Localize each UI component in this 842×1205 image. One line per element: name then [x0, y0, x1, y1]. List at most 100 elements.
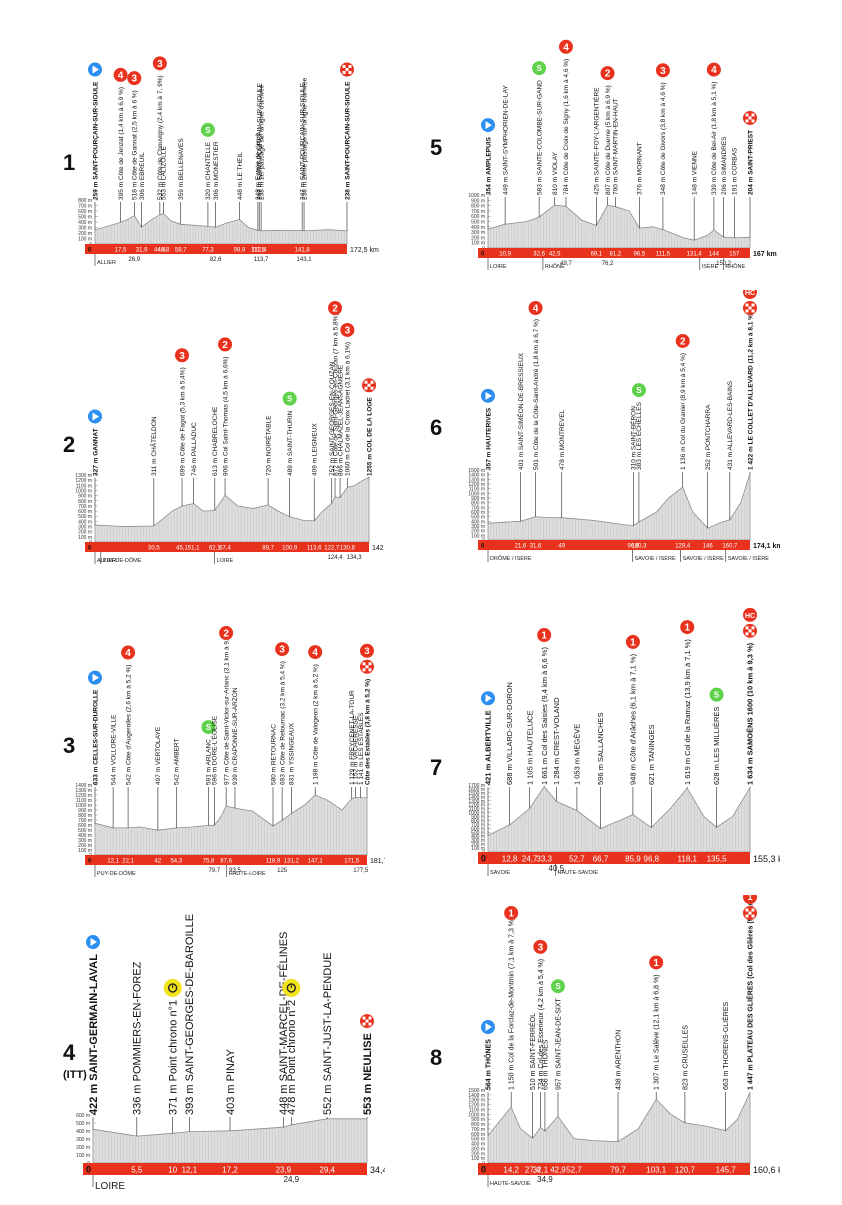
waypoint-label: 489 m SAINT-THURIN [287, 410, 294, 476]
finish-checker-square [745, 309, 749, 313]
region-label: RHÔNE [725, 263, 745, 270]
y-axis-tick-label: 800 m [78, 813, 92, 819]
finish-checker-square [745, 119, 749, 123]
waypoint-label: 306 m MONESTIER [213, 141, 220, 200]
y-axis-tick-label: 300 m [471, 524, 485, 530]
y-axis-tick-label: 1200 m [468, 482, 485, 488]
region-label: RHÔNE [545, 263, 565, 270]
km-marker-label: 125 [277, 868, 288, 874]
y-axis-tick-label: 200 m [471, 842, 485, 848]
y-axis-tick-label: 1500 m [468, 468, 485, 474]
waypoint-label: 247 m SAINT-POURÇAIN-SUR-SIOULE [256, 82, 263, 200]
waypoint-label: 596 m SALLANCHES [596, 712, 605, 785]
climb-category-label: 1 [653, 958, 659, 969]
climb-category-label: 1 [541, 631, 547, 642]
finish-checker-square [748, 629, 752, 633]
km-marker-label: 58,7 [175, 248, 187, 254]
waypoint-label: 401 m SAINT-SIMÉON-DE-BRESSIEUX [516, 352, 525, 470]
climb-category-label: 1 [747, 895, 752, 902]
finish-checker-square [751, 309, 755, 313]
region-label: LOIRE [95, 1181, 125, 1192]
waypoint-label: 831 m YSSINGEAUX [289, 722, 296, 785]
waypoint-label: 438 m ARENTHON [615, 1030, 622, 1090]
start-arrow-icon [90, 938, 97, 947]
stage-number: 3 [63, 733, 75, 758]
distance-bar [85, 542, 369, 552]
waypoint-label: 1060 m Col de la Croix Ladret (3,1 km à … [345, 342, 352, 476]
km-marker-label: 96,5 [634, 252, 646, 258]
km-marker-label: 17,2 [222, 1166, 238, 1175]
waypoint-label: 1 150 m Col de la Forclaz-de-Montmin (7,… [509, 918, 516, 1090]
waypoint-label: 564 m THÔNES [483, 1039, 492, 1090]
distance-bar [85, 244, 347, 254]
climb-category-label: 3 [279, 645, 285, 656]
y-axis-tick-label: 300 m [76, 1137, 90, 1143]
region-label: SAVOIE / ISÈRE [728, 555, 769, 562]
y-axis-tick-label: 400 m [471, 834, 485, 840]
y-axis-tick-label: 1100 m [469, 807, 485, 813]
km-marker-label: 54,3 [170, 859, 182, 865]
waypoint-label: 542 m Côte d'Augerolles (2,6 km à 5,2 %) [125, 665, 132, 785]
km-marker-label: 42,9 [550, 1166, 566, 1175]
waypoint-label: 357 m HAUTERIVES [485, 407, 492, 470]
waypoint-label: 1 634 m SAMOËNS 1600 (10 km à 9,3 %) [746, 642, 755, 785]
waypoint-label: 532 m Côte de Chouvigny (2,4 km à 7, 9%) [157, 75, 164, 200]
km-marker-label: 69,1 [591, 252, 603, 258]
climb-category-badge [743, 607, 757, 622]
y-axis-tick-label: 700 m [471, 209, 485, 215]
total-distance-label: 155,3 km [753, 854, 780, 864]
finish-checker-square [367, 383, 371, 387]
km-marker-label: 29,4 [319, 1166, 335, 1175]
region-label: HAUTE-LOIRE [229, 871, 266, 877]
y-axis-tick-label: 600 m [471, 1132, 485, 1138]
y-axis-tick-label: 700 m [471, 505, 485, 511]
waypoint-label: 518 m Côte de Gannat (2,5 km à 6 %) [132, 90, 139, 200]
y-axis-tick-label: 600 m [471, 826, 485, 832]
waypoint-label: 510 m SAINT-FERRÉOL [528, 1013, 537, 1090]
start-arrow-icon [485, 391, 492, 400]
sprint-icon-letter: S [555, 982, 561, 991]
climb-category-label: 2 [680, 336, 686, 347]
km-marker-label: 12,8 [502, 855, 518, 864]
y-axis-tick-label: 1300 m [75, 473, 92, 479]
finish-checker-square [362, 1022, 366, 1026]
km-marker-label: 14,2 [503, 1166, 519, 1175]
distance-bar [478, 852, 750, 864]
sprint-icon [201, 720, 216, 735]
y-axis-tick-label: 500 m [78, 514, 92, 520]
mountain-kom-icon [504, 906, 519, 920]
y-axis-tick-label: 800 m [471, 204, 485, 210]
finish-checker-square [745, 908, 749, 912]
waypoint-label: 339 m Côte de Bel-Air (1,8 km à 5,1 %) [711, 82, 718, 195]
km-marker-label: 85,9 [625, 855, 641, 864]
stage-number: 8 [430, 1045, 442, 1070]
y-axis-tick-label: 100 m [471, 846, 485, 852]
y-axis-tick-label: 100 m [471, 241, 485, 247]
finish-checker-square [362, 662, 366, 666]
waypoint-label: 807 m Côte de Duerne (5 km à 6,9 %) [605, 85, 612, 195]
waypoint-label: 621 m TANINGES [647, 724, 656, 785]
stage-panel-2: 2 1300 m 1200 m 1100 m 1000 m 900 m 800 m 700 m… [55, 280, 395, 580]
y-axis-tick-label: 200 m [76, 1145, 90, 1151]
start-arrow-icon [92, 65, 99, 74]
waypoint-label: 259 m SAINT-POURÇAIN-SUR-SIOULE [92, 81, 99, 200]
km-marker-label: 82,6 [210, 257, 222, 263]
y-axis-tick-label: 600 m [76, 1113, 90, 1119]
y-axis-tick-label: 800 m [471, 501, 485, 507]
finish-checker-square [364, 380, 368, 384]
waypoint-label: 422 m SAINT-GERMAIN-LAVAL [88, 954, 100, 1115]
waypoint-label: 872 m Côte de Saint-Georges-en-Couzan (7… [332, 313, 339, 476]
y-axis-tick-label: 700 m [78, 504, 92, 510]
km-marker-label: 24,9 [284, 1175, 300, 1184]
total-distance-label: 181,7 km [370, 858, 385, 865]
km-marker-label: 96,8 [644, 855, 660, 864]
km-marker-label: 26,9 [128, 257, 140, 263]
waypoint-label: 699 m Côte de Fagot (5,3 km à 5,4%) [179, 367, 186, 476]
waypoint-label: 311 m CHÂTELDON [149, 416, 158, 476]
region-label: LOIRE [217, 558, 234, 564]
km-marker-label: 111,5 [656, 252, 671, 258]
waypoint-label: 1 447 m PLATEAU DES GLIÈRES (Col des Gli… [745, 895, 754, 1090]
